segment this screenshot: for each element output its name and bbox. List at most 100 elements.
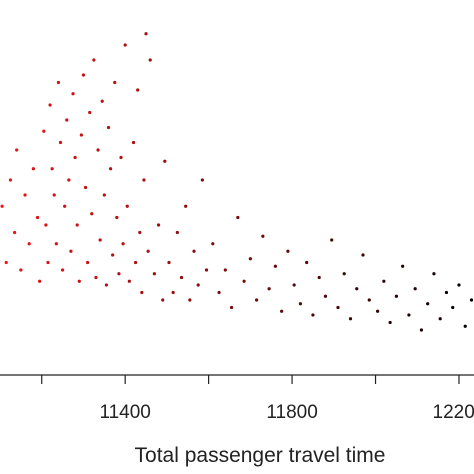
point	[204, 268, 209, 272]
point	[0, 204, 4, 208]
point	[286, 249, 290, 253]
point	[106, 125, 111, 130]
point	[426, 302, 430, 306]
point	[138, 230, 142, 235]
point	[267, 287, 271, 291]
point	[38, 279, 42, 283]
x-tick-label: 12200	[433, 402, 474, 423]
point	[348, 317, 353, 321]
point	[156, 223, 161, 227]
x-tick-label: 11800	[266, 402, 317, 423]
point	[305, 260, 309, 265]
point	[248, 257, 252, 261]
point	[146, 249, 150, 253]
point	[104, 283, 108, 287]
point	[98, 238, 102, 242]
point	[23, 193, 27, 197]
point	[83, 185, 88, 190]
point	[42, 129, 46, 133]
point	[179, 275, 184, 280]
point	[142, 178, 146, 182]
point	[127, 279, 131, 283]
point	[19, 268, 23, 272]
point	[438, 317, 442, 321]
point	[8, 178, 13, 182]
point	[311, 313, 315, 317]
point	[92, 58, 96, 62]
point	[13, 230, 17, 235]
point	[75, 223, 79, 227]
x-tick-label: 11400	[99, 402, 150, 423]
point	[355, 287, 359, 291]
point	[463, 324, 467, 328]
point	[46, 260, 50, 265]
point	[192, 249, 196, 253]
point	[79, 133, 83, 137]
point	[184, 204, 188, 208]
point	[336, 305, 340, 310]
point	[419, 328, 424, 332]
point	[217, 290, 221, 295]
point	[73, 155, 77, 160]
point	[136, 88, 140, 92]
point	[111, 253, 115, 257]
point	[469, 298, 474, 302]
x-axis-label: Total passenger travel time	[135, 444, 386, 467]
point	[77, 279, 81, 283]
point	[236, 215, 240, 220]
point	[71, 92, 75, 96]
point	[27, 242, 31, 246]
point	[4, 260, 8, 265]
point	[56, 80, 61, 85]
point	[108, 167, 113, 171]
point	[60, 268, 65, 272]
point	[367, 298, 371, 302]
point	[15, 148, 19, 152]
point	[382, 279, 386, 283]
point	[144, 32, 148, 36]
point	[242, 279, 246, 283]
point	[67, 178, 71, 182]
point	[200, 178, 204, 182]
point	[317, 275, 321, 280]
point	[401, 264, 405, 268]
point	[119, 155, 123, 160]
point	[52, 193, 56, 197]
point	[48, 103, 52, 107]
point	[54, 242, 58, 246]
point	[65, 118, 69, 122]
point	[140, 290, 144, 295]
point	[90, 212, 94, 216]
point	[63, 204, 67, 208]
point	[342, 272, 346, 276]
point	[96, 148, 100, 152]
point	[148, 58, 152, 62]
point	[35, 215, 40, 220]
point	[211, 242, 215, 246]
point	[163, 159, 167, 163]
point	[261, 234, 265, 238]
point	[273, 264, 277, 268]
point	[81, 73, 86, 77]
point	[407, 313, 411, 317]
point	[413, 287, 417, 291]
point	[44, 223, 48, 227]
point	[330, 238, 334, 242]
point	[323, 294, 328, 298]
point	[388, 320, 392, 325]
point	[50, 167, 54, 171]
point	[113, 80, 117, 85]
point	[167, 260, 171, 265]
point	[175, 230, 179, 235]
point	[117, 272, 121, 276]
point	[125, 204, 129, 208]
point	[131, 140, 136, 145]
point	[361, 253, 365, 257]
point	[298, 302, 303, 306]
point	[152, 272, 156, 276]
point	[58, 140, 63, 145]
point	[134, 260, 138, 265]
point	[432, 272, 436, 276]
